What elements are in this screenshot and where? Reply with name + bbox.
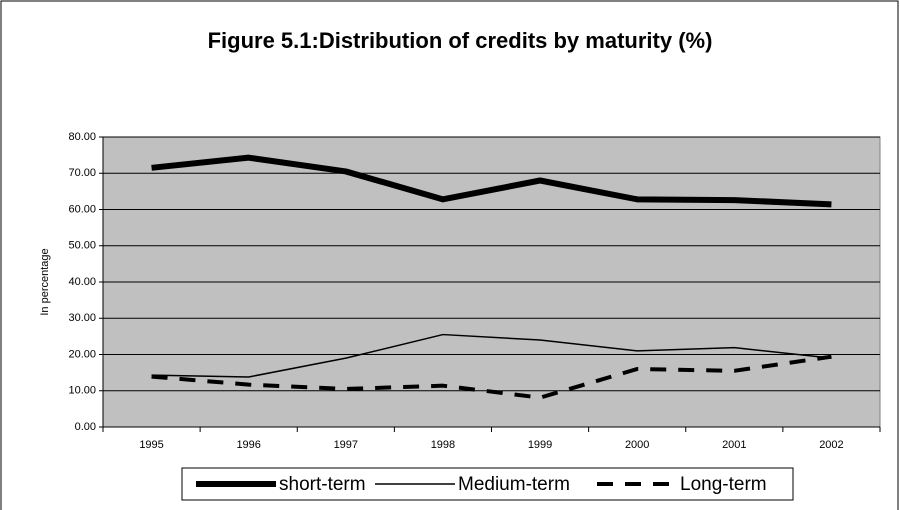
legend-label: short-term xyxy=(279,474,366,495)
y-tick-label: 20.00 xyxy=(68,348,96,360)
x-tick-label: 1999 xyxy=(528,439,552,451)
y-tick-label: 80.00 xyxy=(68,131,96,143)
y-tick-label: 60.00 xyxy=(68,203,96,215)
x-tick-label: 2001 xyxy=(722,439,746,451)
legend-label: Medium-term xyxy=(458,474,570,495)
x-tick-label: 2002 xyxy=(819,439,843,451)
x-tick-label: 1995 xyxy=(139,439,163,451)
x-tick-label: 1996 xyxy=(236,439,260,451)
y-axis-label: In percentage xyxy=(39,248,51,315)
x-tick-label: 1997 xyxy=(334,439,358,451)
series-line xyxy=(151,354,832,400)
y-tick-label: 30.00 xyxy=(68,312,96,324)
y-tick-label: 50.00 xyxy=(68,240,96,252)
chart-title: Figure 5.1:Distribution of credits by ma… xyxy=(208,28,713,53)
x-tick-label: 2000 xyxy=(625,439,649,451)
y-tick-label: 40.00 xyxy=(68,276,96,288)
x-tick-label: 1998 xyxy=(431,439,455,451)
series-line xyxy=(151,154,832,208)
y-tick-label: 0.00 xyxy=(75,421,96,433)
y-tick-label: 70.00 xyxy=(68,167,96,179)
legend-label: Long-term xyxy=(680,474,767,495)
series-line xyxy=(151,333,832,378)
y-tick-label: 10.00 xyxy=(68,385,96,397)
legend-box xyxy=(181,467,794,501)
